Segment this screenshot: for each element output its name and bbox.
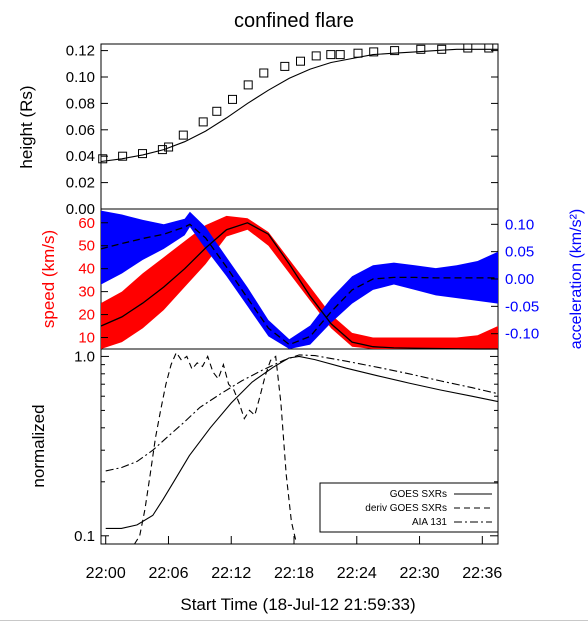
height-point	[228, 94, 237, 104]
chart-title: confined flare	[234, 10, 354, 32]
height-data-points	[98, 43, 494, 164]
height-point	[118, 151, 128, 161]
height-point	[437, 44, 447, 54]
x-tick-label: 22:12	[211, 565, 251, 582]
acceleration-y-tick-label: -0.05	[505, 298, 539, 315]
normalized-panel: 1.00.1 22:00 22:06 22:12 22:18 22:24 22:30 22:…	[29, 348, 502, 582]
height-y-axis-label: height (Rs)	[17, 85, 36, 168]
x-tick-label: 22:24	[337, 565, 377, 582]
x-axis-label: Start Time (18-Jul-12 21:59:33)	[180, 595, 415, 614]
height-y-tick-label: 0.04	[66, 148, 95, 165]
speed-y-tick-label: 60	[78, 215, 95, 232]
height-y-tick-label: 0.12	[66, 43, 95, 60]
series-line-aia-131	[105, 354, 499, 472]
height-point	[463, 43, 473, 53]
height-point	[212, 106, 222, 116]
normalized-lines	[105, 351, 499, 545]
height-point	[484, 43, 494, 53]
height-panel: 0.00 0.02 0.04 0.06 0.08 0.10 0.12 height (Rs)	[17, 43, 498, 218]
speed-acceleration-panel: 10 20 30 40 50 60 -0.10 -0.05 0.00 0.05 0.10 spee…	[39, 209, 585, 350]
speed-y-tick-label: 50	[78, 238, 95, 255]
speed-acceleration-fit-lines	[100, 222, 498, 350]
speed-y-axis-label: speed (km/s)	[39, 230, 58, 328]
height-point	[280, 61, 290, 71]
speed-y-tick-label: 10	[78, 330, 95, 347]
height-point	[98, 154, 108, 164]
height-point	[335, 50, 345, 60]
height-point	[198, 117, 208, 127]
legend-label-deriv-goes-sxrs: deriv GOES SXRs	[365, 503, 447, 514]
speed-y-tick-label: 40	[78, 261, 95, 278]
normalized-y-tick-label: 1.0	[74, 348, 95, 365]
speed-y-tick-label: 30	[78, 284, 95, 301]
height-y-ticks: 0.00 0.02 0.04 0.06 0.08 0.10 0.12	[66, 43, 498, 218]
acceleration-fit-line	[100, 223, 498, 346]
height-point	[369, 47, 379, 57]
height-point	[157, 145, 167, 155]
speed-fit-line	[100, 222, 498, 350]
height-point	[178, 130, 188, 140]
height-point	[390, 46, 400, 56]
normalized-y-ticks: 1.0 0.1	[74, 348, 498, 545]
acceleration-y-axis-label: acceleration (km/s²)	[568, 209, 585, 349]
x-tick-label: 22:18	[274, 565, 314, 582]
height-point	[138, 149, 147, 159]
x-tick-label: 22:06	[148, 565, 188, 582]
acceleration-y-tick-label: -0.10	[505, 326, 539, 343]
height-point	[353, 48, 363, 58]
legend-label-goes-sxrs: GOES SXRs	[390, 489, 447, 500]
height-point	[296, 56, 305, 66]
height-point	[416, 44, 426, 54]
height-y-tick-label: 0.10	[66, 69, 95, 86]
acceleration-y-tick-label: 0.05	[505, 244, 534, 261]
acceleration-y-ticks: -0.10 -0.05 0.00 0.05 0.10	[491, 216, 539, 343]
legend: GOES SXRs deriv GOES SXRs AIA 131	[319, 482, 499, 533]
acceleration-y-tick-label: 0.00	[505, 271, 534, 288]
speed-y-tick-label: 20	[78, 307, 95, 324]
normalized-y-axis-label: normalized	[29, 404, 48, 487]
height-point	[259, 68, 269, 78]
speed-uncertainty-band	[101, 215, 498, 349]
height-y-tick-label: 0.08	[66, 95, 95, 112]
time-x-ticks: 22:00 22:06 22:12 22:18 22:24 22:30 22:36	[86, 536, 502, 582]
acceleration-y-tick-label: 0.10	[505, 216, 534, 233]
height-point	[164, 142, 174, 152]
height-point	[326, 50, 336, 60]
height-point	[311, 51, 321, 61]
series-line-goes-sxrs	[105, 355, 499, 529]
height-y-tick-label: 0.02	[66, 175, 95, 192]
x-tick-label: 22:30	[400, 565, 440, 582]
height-fit-line	[100, 48, 498, 163]
height-y-tick-label: 0.00	[66, 201, 95, 218]
height-fit-curve	[100, 48, 498, 163]
x-tick-label: 22:36	[462, 565, 502, 582]
speed-y-ticks: 10 20 30 40 50 60	[78, 215, 108, 347]
height-point	[243, 80, 253, 90]
series-line-deriv-goes-sxrs	[134, 351, 302, 545]
height-y-tick-label: 0.06	[66, 122, 95, 139]
acceleration-uncertainty-band	[101, 210, 498, 349]
legend-label-aia-131: AIA 131	[412, 517, 447, 528]
x-tick-label: 22:00	[86, 565, 126, 582]
normalized-y-tick-label: 0.1	[74, 528, 95, 545]
speed-acceleration-bands	[101, 210, 498, 349]
